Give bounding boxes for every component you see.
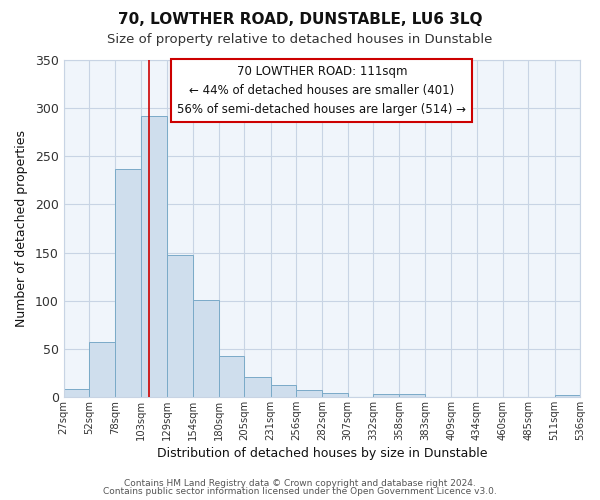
- X-axis label: Distribution of detached houses by size in Dunstable: Distribution of detached houses by size …: [157, 447, 487, 460]
- Bar: [373, 394, 400, 397]
- Bar: [219, 356, 244, 397]
- Bar: [322, 393, 348, 397]
- Bar: [271, 386, 296, 397]
- Text: 70, LOWTHER ROAD, DUNSTABLE, LU6 3LQ: 70, LOWTHER ROAD, DUNSTABLE, LU6 3LQ: [118, 12, 482, 28]
- Bar: [554, 395, 580, 397]
- Bar: [64, 389, 89, 397]
- Bar: [115, 169, 141, 397]
- Text: 70 LOWTHER ROAD: 111sqm
← 44% of detached houses are smaller (401)
56% of semi-d: 70 LOWTHER ROAD: 111sqm ← 44% of detache…: [178, 65, 466, 116]
- Y-axis label: Number of detached properties: Number of detached properties: [15, 130, 28, 327]
- Bar: [193, 300, 219, 397]
- Bar: [244, 376, 271, 397]
- Bar: [167, 256, 193, 397]
- Bar: [296, 390, 322, 397]
- Bar: [89, 342, 115, 397]
- Text: Size of property relative to detached houses in Dunstable: Size of property relative to detached ho…: [107, 32, 493, 46]
- Text: Contains HM Land Registry data © Crown copyright and database right 2024.: Contains HM Land Registry data © Crown c…: [124, 478, 476, 488]
- Bar: [141, 116, 167, 397]
- Bar: [400, 394, 425, 397]
- Text: Contains public sector information licensed under the Open Government Licence v3: Contains public sector information licen…: [103, 488, 497, 496]
